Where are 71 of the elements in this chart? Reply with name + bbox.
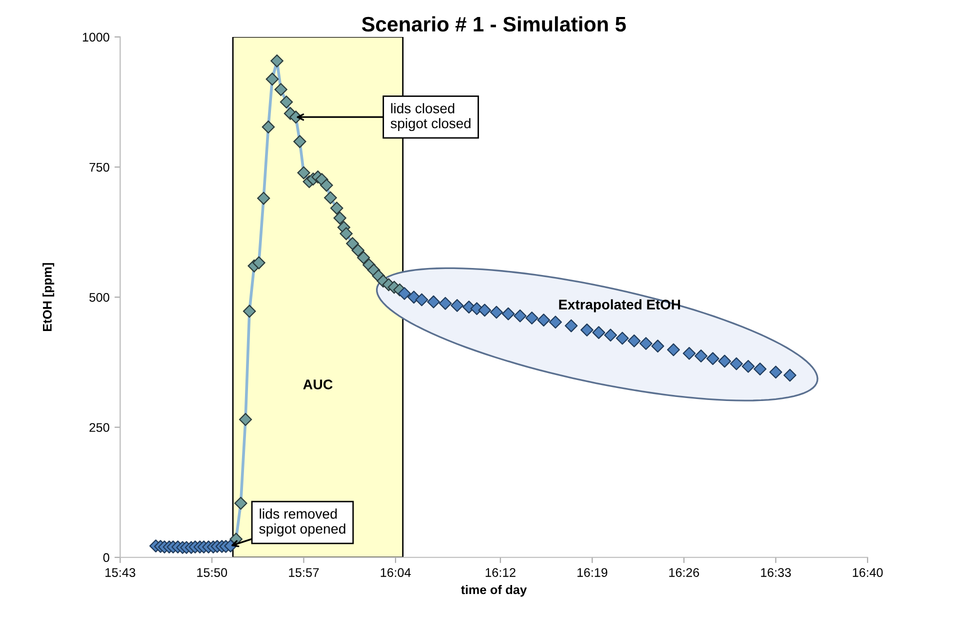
x-tick-label: 16:12 (486, 568, 516, 577)
point (324, 191, 337, 204)
annotation: lids closed spigot closed (390, 103, 470, 132)
point (274, 83, 288, 96)
point (266, 72, 279, 86)
point (682, 346, 696, 360)
point (262, 120, 275, 134)
y-tick-label: 500 (89, 292, 110, 302)
x-axis-title: time of day (461, 585, 527, 597)
y-tick-label: 0 (103, 553, 110, 562)
point (592, 326, 606, 339)
point (234, 496, 248, 510)
point (564, 319, 578, 332)
point (352, 244, 364, 257)
point (333, 212, 346, 225)
point (490, 306, 503, 319)
y-tick-label: 1000 (82, 32, 110, 42)
point (239, 413, 252, 426)
point (450, 299, 464, 312)
point (502, 307, 515, 320)
point (427, 295, 440, 308)
point (604, 328, 617, 342)
point (769, 366, 782, 379)
point (640, 337, 652, 350)
point (340, 227, 353, 240)
band-label: AUC (303, 380, 333, 390)
annotation: lids removed spigot opened (259, 508, 346, 536)
point (438, 296, 452, 310)
point (357, 251, 370, 264)
point (346, 237, 359, 250)
x-tick-label: 16:40 (852, 568, 883, 577)
point (297, 166, 310, 180)
point (667, 343, 680, 356)
point (742, 360, 755, 373)
point (718, 354, 732, 368)
point (549, 316, 562, 329)
point (783, 368, 796, 382)
point (651, 340, 664, 353)
y-tick-label: 750 (90, 162, 110, 172)
point (293, 135, 306, 148)
annotation: Extrapolated EtOH (559, 299, 680, 312)
point (320, 178, 333, 192)
point (330, 202, 344, 215)
point (754, 362, 766, 376)
point (706, 352, 720, 366)
point (242, 304, 256, 318)
x-tick-label: 15:43 (105, 568, 136, 577)
x-tick-label: 15:57 (289, 568, 319, 577)
point (478, 304, 492, 317)
point (415, 293, 428, 306)
point (257, 192, 270, 205)
x-tick-label: 15:50 (197, 568, 228, 577)
point (730, 357, 743, 370)
chart-title: Scenario # 1 - Simulation 5 (362, 16, 626, 32)
point (398, 287, 411, 300)
point (514, 309, 527, 322)
y-tick-label: 250 (90, 423, 110, 432)
x-tick-label: 16:04 (380, 568, 411, 577)
point (694, 350, 708, 362)
point (270, 54, 284, 68)
point (616, 332, 629, 345)
y-axis-title: EtOH [ppm] (42, 263, 54, 332)
point (252, 256, 266, 270)
x-tick-label: 16:26 (669, 568, 700, 577)
x-tick-label: 16:33 (761, 568, 791, 577)
point (628, 334, 641, 348)
point (280, 96, 293, 108)
point (580, 324, 594, 336)
point (525, 312, 538, 324)
x-tick-label: 16:19 (578, 568, 608, 577)
point (537, 314, 550, 327)
